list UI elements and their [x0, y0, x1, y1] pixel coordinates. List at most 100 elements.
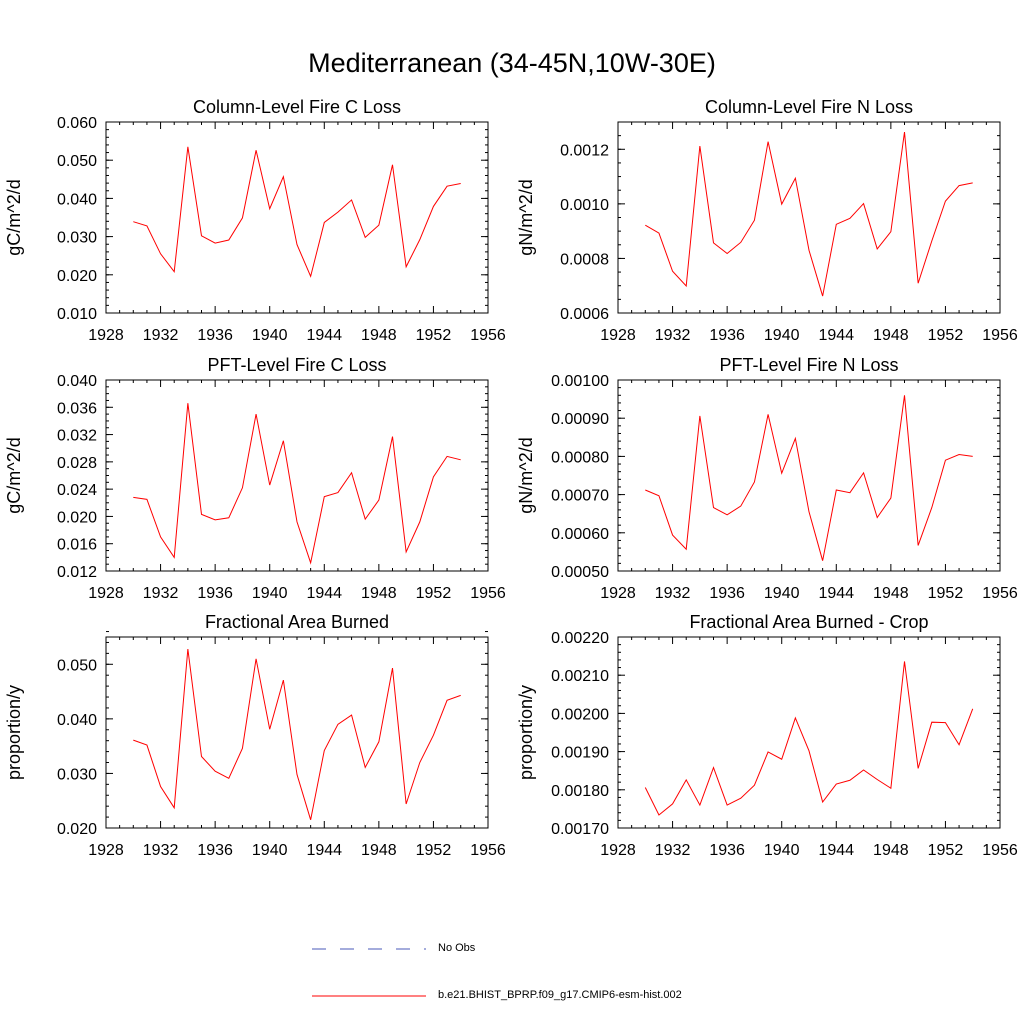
y-axis-label: proportion/y	[516, 685, 536, 780]
y-tick-label: 0.020	[57, 509, 97, 526]
plot-frame	[617, 379, 1001, 572]
y-tick-label: 0.00210	[551, 668, 609, 685]
x-tick-label: 1956	[982, 327, 1018, 344]
panel-title: PFT-Level Fire N Loss	[719, 355, 898, 375]
x-tick-label: 1948	[873, 585, 909, 602]
x-tick-label: 1928	[88, 327, 124, 344]
x-tick-label: 1944	[818, 327, 854, 344]
x-tick-label: 1940	[764, 842, 800, 859]
y-tick-label: 0.00060	[551, 526, 609, 543]
panel-title: Fractional Area Burned - Crop	[689, 612, 928, 632]
chart-panel-1: Column-Level Fire C Loss gC/m^2/d 1928 1932…	[4, 97, 506, 344]
x-tick-label: 1932	[143, 842, 179, 859]
x-tick-label: 1932	[143, 327, 179, 344]
x-tick-label: 1956	[470, 327, 506, 344]
x-tick-label: 1936	[197, 327, 233, 344]
y-tick-label: 0.0006	[560, 306, 609, 323]
x-tick-label: 1956	[470, 585, 506, 602]
x-tick-label: 1952	[928, 585, 964, 602]
series-line	[645, 395, 973, 561]
x-tick-label: 1928	[600, 327, 636, 344]
x-tick-label: 1956	[982, 585, 1018, 602]
y-tick-label: 0.00190	[551, 745, 609, 762]
x-tick-label: 1936	[709, 585, 745, 602]
plot-frame	[617, 121, 1001, 314]
x-tick-label: 1928	[600, 585, 636, 602]
x-tick-label: 1952	[416, 327, 452, 344]
y-axis-label: gC/m^2/d	[4, 437, 24, 513]
y-axis-label: gC/m^2/d	[4, 179, 24, 255]
y-tick-label: 0.040	[57, 373, 97, 390]
x-tick-label: 1928	[88, 585, 124, 602]
x-tick-label: 1952	[416, 585, 452, 602]
x-tick-label: 1948	[361, 842, 397, 859]
chart-panel-4: PFT-Level Fire N Loss gN/m^2/d 1928 1932 193…	[516, 355, 1018, 602]
x-tick-label: 1952	[928, 842, 964, 859]
y-tick-label: 0.060	[57, 115, 97, 132]
x-tick-label: 1944	[306, 842, 342, 859]
y-tick-label: 0.00080	[551, 449, 609, 466]
x-tick-label: 1944	[306, 585, 342, 602]
y-tick-label: 0.024	[57, 482, 97, 499]
series-line	[645, 132, 973, 297]
y-tick-label: 0.012	[57, 564, 97, 581]
y-tick-label: 0.010	[57, 306, 97, 323]
y-tick-label: 0.00220	[551, 630, 609, 647]
y-tick-label: 0.00100	[551, 373, 609, 390]
x-tick-label: 1944	[818, 842, 854, 859]
y-tick-label: 0.020	[57, 821, 97, 838]
series-line	[133, 403, 461, 565]
x-tick-label: 1936	[709, 327, 745, 344]
chart-panel-6: Fractional Area Burned - Crop proportion/…	[516, 612, 1018, 859]
y-tick-label: 0.0012	[560, 142, 609, 159]
y-tick-label: 0.0010	[560, 197, 609, 214]
y-tick-label: 0.040	[57, 712, 97, 729]
legend-label-model: b.e21.BHIST_BPRP.f09_g17.CMIP6-esm-hist.…	[438, 989, 682, 1001]
legend	[312, 948, 426, 997]
panel-title: PFT-Level Fire C Loss	[207, 355, 386, 375]
x-tick-label: 1940	[764, 585, 800, 602]
y-tick-label: 0.00170	[551, 821, 609, 838]
x-tick-label: 1956	[470, 842, 506, 859]
x-tick-label: 1944	[818, 585, 854, 602]
chart-panel-2: Column-Level Fire N Loss gN/m^2/d 1928 1932…	[516, 97, 1018, 344]
series-line	[133, 648, 461, 820]
figure-title: Mediterranean (34-45N,10W-30E)	[308, 48, 716, 78]
y-axis-label: gN/m^2/d	[516, 437, 536, 513]
y-tick-label: 0.032	[57, 428, 97, 445]
x-tick-label: 1936	[197, 842, 233, 859]
plot-frame	[105, 636, 489, 829]
series-line	[644, 661, 974, 816]
plot-frame	[105, 121, 489, 314]
x-tick-label: 1932	[655, 327, 691, 344]
y-tick-label: 0.00050	[551, 564, 609, 581]
y-tick-label: 0.00070	[551, 488, 609, 505]
x-tick-label: 1940	[252, 585, 288, 602]
x-tick-label: 1936	[197, 585, 233, 602]
x-tick-label: 1932	[655, 585, 691, 602]
x-tick-label: 1940	[764, 327, 800, 344]
x-tick-label: 1928	[88, 842, 124, 859]
y-axis-label: proportion/y	[4, 685, 24, 780]
x-tick-label: 1952	[928, 327, 964, 344]
x-tick-label: 1956	[982, 842, 1018, 859]
x-tick-label: 1940	[252, 327, 288, 344]
y-tick-label: 0.0008	[560, 251, 609, 268]
x-tick-label: 1948	[361, 327, 397, 344]
legend-label-no-obs: No Obs	[438, 942, 476, 954]
chart-panel-3: PFT-Level Fire C Loss gC/m^2/d 1928 1932 193…	[4, 355, 506, 602]
y-tick-label: 0.020	[57, 268, 97, 285]
x-tick-label: 1948	[873, 842, 909, 859]
x-tick-label: 1944	[306, 327, 342, 344]
y-tick-label: 0.00200	[551, 706, 609, 723]
series-line	[133, 146, 461, 278]
x-tick-label: 1948	[361, 585, 397, 602]
y-tick-label: 0.00090	[551, 411, 609, 428]
panel-title: Column-Level Fire C Loss	[193, 97, 401, 117]
y-tick-label: 0.030	[57, 230, 97, 247]
x-tick-label: 1936	[709, 842, 745, 859]
chart-panel-5: Fractional Area Burned proportion/y 1928 19…	[4, 612, 506, 859]
x-tick-label: 1932	[143, 585, 179, 602]
y-tick-label: 0.028	[57, 455, 97, 472]
